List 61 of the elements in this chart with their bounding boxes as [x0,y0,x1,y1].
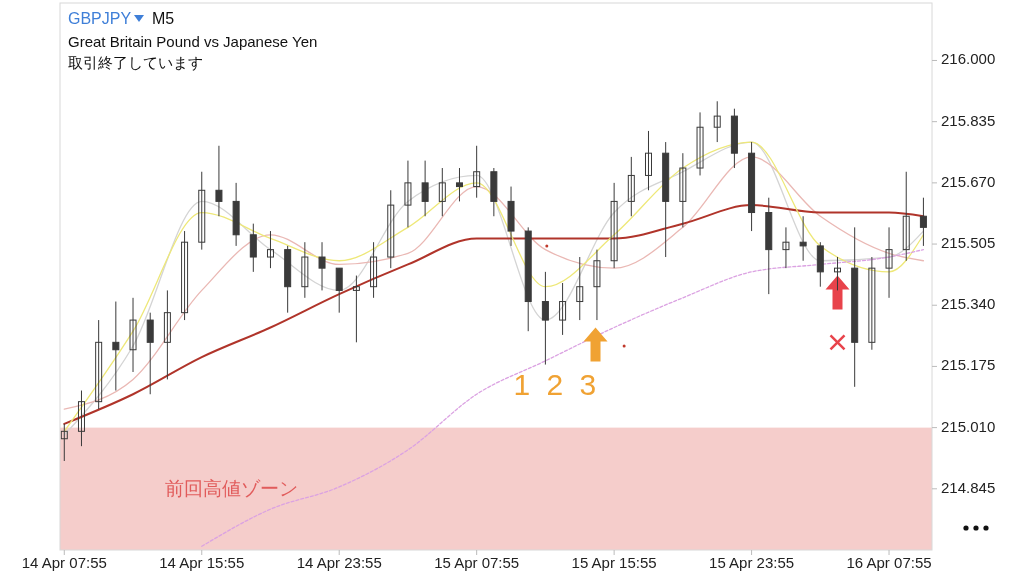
candlestick [696,111,704,176]
y-tick-label: 215.340 [941,295,996,313]
candlestick [782,226,790,269]
candlestick [266,230,274,269]
candlestick [370,241,378,299]
chart-title: GBPJPY [68,10,132,27]
annotation: 1 2 3 [513,367,601,401]
candlestick [834,256,841,291]
candlestick [181,230,189,321]
candlestick [198,171,206,251]
candlestick [146,312,154,395]
y-tick-label: 215.505 [941,234,996,252]
x-tick-label: 14 Apr 07:55 [21,554,107,571]
candlestick [713,100,721,143]
candlestick [335,267,343,314]
candlestick [387,189,395,269]
candlestick [95,319,103,410]
candlestick [352,275,360,343]
candlestick [799,215,807,262]
candlestick [60,423,68,462]
candlestick [627,156,635,217]
candlestick [129,297,137,373]
candlestick [301,241,309,299]
y-tick-label: 215.670 [941,172,996,190]
candlestick [593,249,601,321]
candlestick [885,226,893,299]
candlestick [541,271,549,366]
annotation: M5 [152,10,175,27]
candlestick [919,197,927,247]
x-tick-label: 16 Apr 07:55 [846,554,932,571]
candlestick [902,171,910,262]
candlestick [215,145,223,217]
band-label: 前回高値ゾーン [164,477,298,499]
candlestick [77,390,85,447]
candlestick [249,223,257,273]
x-tick-label: 14 Apr 23:55 [296,554,382,571]
candlestick [473,145,481,199]
candlestick [438,167,446,217]
text: Great Britain Pound vs Japanese Yen [68,33,318,50]
candlestick [576,256,584,321]
y-tick-label: 216.000 [941,50,996,68]
x-tick-label: 15 Apr 15:55 [571,554,657,571]
candlestick [644,130,652,191]
y-tick-label: 215.010 [941,417,996,435]
annotation: 取引終了しています [68,54,203,71]
candlestick [163,289,171,380]
x-tick-label: 15 Apr 07:55 [434,554,520,571]
y-tick-label: 215.175 [941,356,996,374]
candlestick [112,301,120,392]
candlestick [404,160,412,228]
candlestick [559,282,567,336]
x-tick-label: 15 Apr 23:55 [709,554,795,571]
candlestick [679,152,687,228]
x-tick-label: 14 Apr 15:55 [159,554,245,571]
candlestick [868,256,876,351]
y-tick-label: 214.845 [941,478,996,496]
candlestick [318,241,326,291]
candlestick [455,167,463,202]
candlestick [610,182,618,269]
y-tick-label: 215.835 [941,111,996,129]
candlestick [421,160,429,217]
